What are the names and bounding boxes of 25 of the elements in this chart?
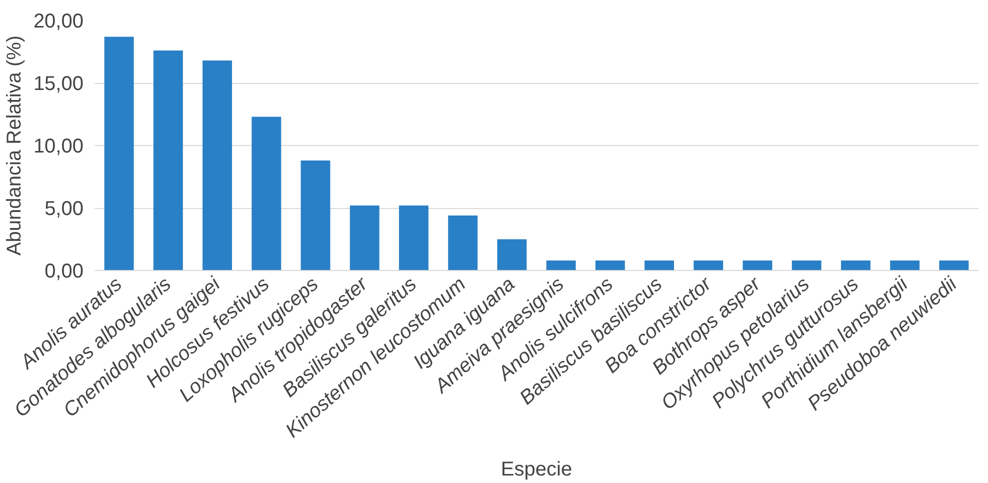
x-axis-title: Especie: [500, 458, 572, 481]
bar: [153, 50, 183, 270]
bar: [350, 206, 380, 270]
bar: [840, 260, 870, 270]
bar: [202, 60, 232, 270]
bar: [398, 206, 428, 270]
bar: [300, 160, 330, 270]
bar: [792, 260, 822, 270]
bar: [546, 260, 576, 270]
bar: [644, 260, 674, 270]
y-tick-label: 0,00: [44, 260, 84, 282]
bar: [742, 260, 772, 270]
bar: [890, 260, 920, 270]
bar: [939, 260, 969, 270]
y-axis-title: Abundancia Relativa (%): [3, 35, 26, 256]
bar: [104, 36, 134, 270]
bar: [252, 116, 282, 270]
bar: [694, 260, 724, 270]
y-tick-label: 5,00: [44, 198, 84, 220]
y-tick-label: 10,00: [33, 136, 84, 158]
y-tick-label: 20,00: [33, 10, 84, 32]
bar: [595, 260, 625, 270]
bar: [448, 216, 478, 270]
y-tick-label: 15,00: [33, 73, 84, 95]
bar: [497, 239, 527, 270]
